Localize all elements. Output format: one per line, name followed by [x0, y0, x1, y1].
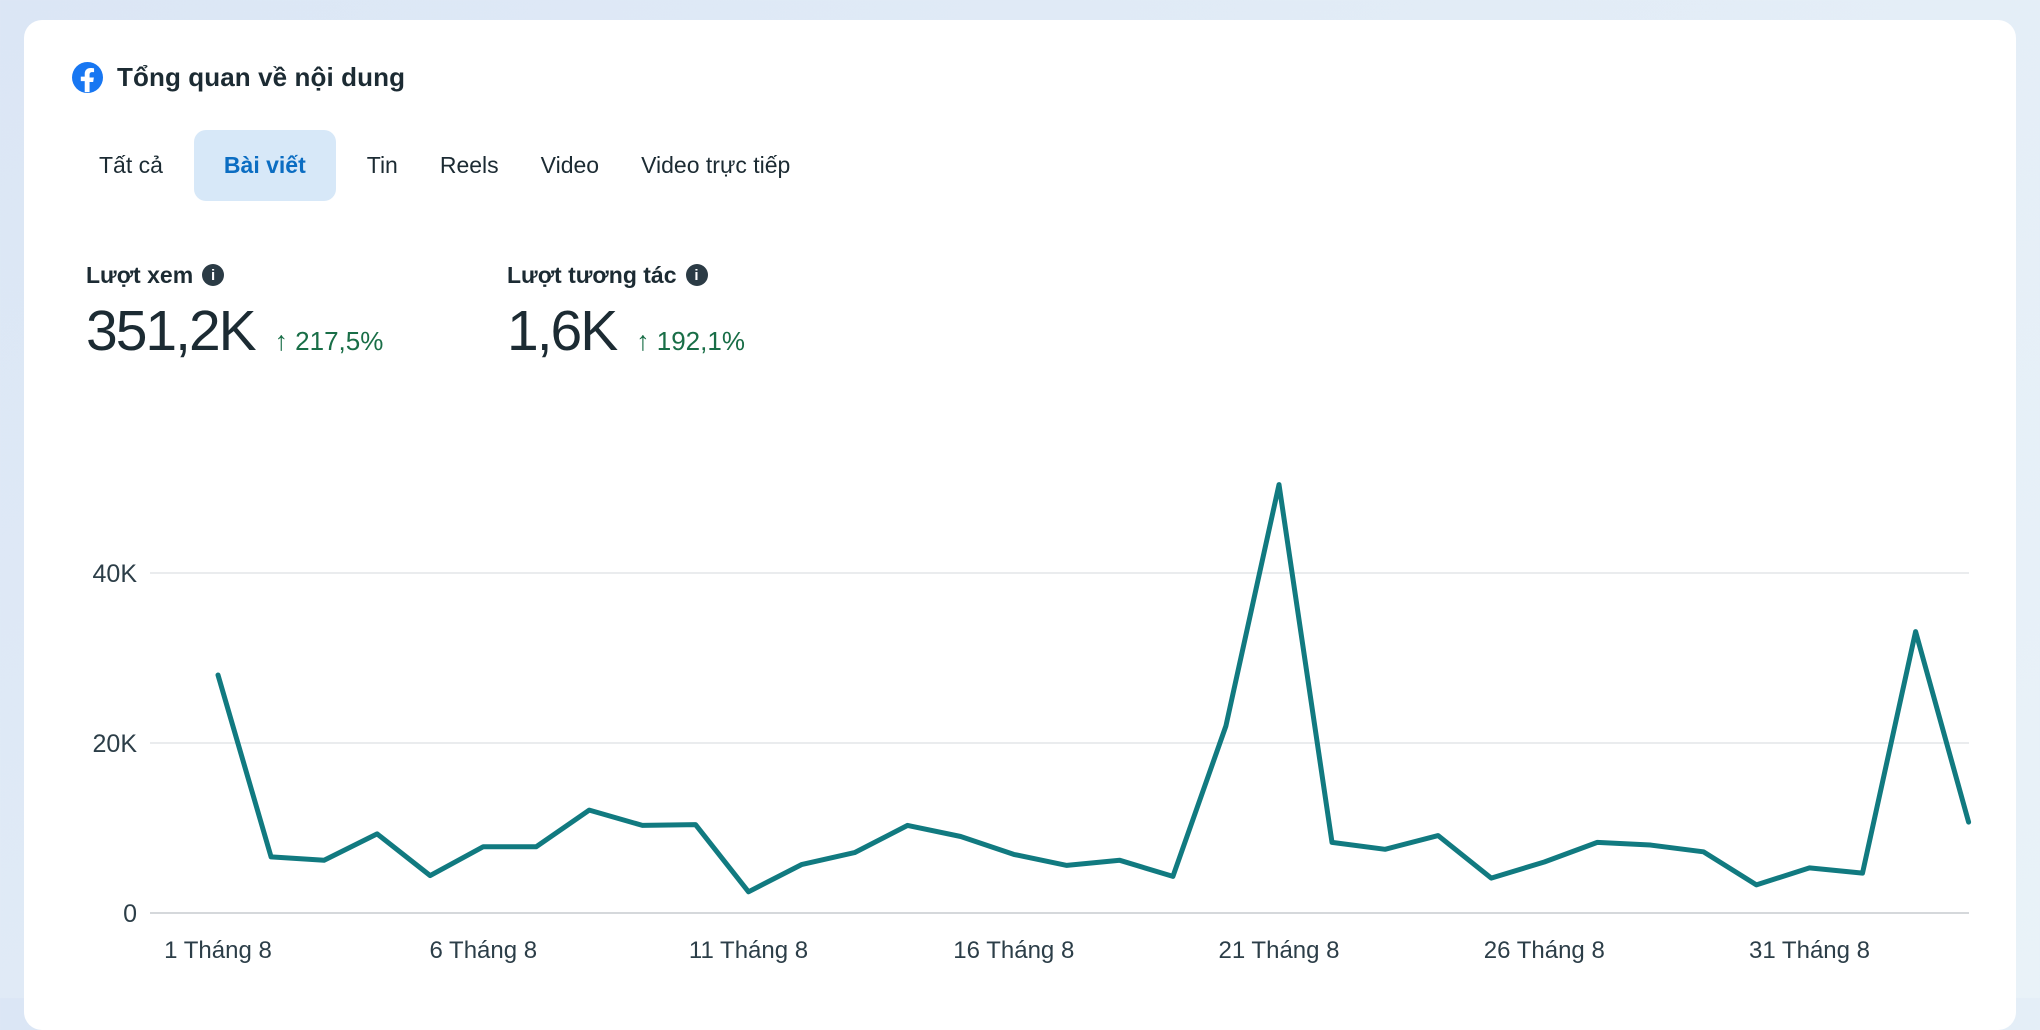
up-arrow-icon: ↑	[636, 326, 650, 356]
chart-y-tick-label: 40K	[93, 560, 138, 588]
chart-line	[215, 482, 1972, 895]
chart-x-tick-label: 1 Tháng 8	[164, 937, 272, 964]
chart-x-tick-label: 11 Tháng 8	[689, 937, 808, 964]
info-icon[interactable]: i	[685, 264, 708, 286]
metric-interactions: Lượt tương tác i 1,6K ↑ 192,1%	[507, 260, 928, 364]
page-title: Tổng quan về nội dung	[117, 62, 406, 92]
chart-x-tick-label: 16 Tháng 8	[953, 937, 1074, 964]
metric-views: Lượt xem i 351,2K ↑ 217,5%	[86, 260, 507, 364]
facebook-icon	[72, 62, 103, 93]
chart-y-tick-label: 0	[123, 900, 137, 928]
content-overview-card: Tổng quan về nội dung Tất cả Bài viết Ti…	[24, 20, 2016, 1030]
metric-views-delta: ↑ 217,5%	[275, 326, 384, 357]
metric-interactions-value: 1,6K	[507, 299, 618, 363]
page-background: { "page": { "background_top": "#dbe6f5",…	[0, 0, 2040, 998]
info-icon-glyph: i	[694, 266, 699, 284]
chart-x-tick-label: 31 Tháng 8	[1749, 937, 1870, 964]
metric-interactions-label-row: Lượt tương tác i	[507, 260, 928, 290]
metric-views-label-row: Lượt xem i	[86, 260, 507, 290]
chart-x-tick-label: 6 Tháng 8	[429, 937, 537, 964]
metrics-row: Lượt xem i 351,2K ↑ 217,5% Lượt tương tá…	[86, 260, 928, 364]
metric-interactions-delta-percent: 192,1%	[656, 326, 745, 356]
tabs-bar: Tất cả Bài viết Tin Reels Video Video tr…	[78, 130, 811, 201]
metric-interactions-label: Lượt tương tác	[507, 261, 677, 288]
chart-y-tick-label: 20K	[93, 730, 138, 758]
metric-views-value: 351,2K	[86, 299, 257, 363]
metric-interactions-delta: ↑ 192,1%	[636, 326, 745, 357]
header: Tổng quan về nội dung	[72, 62, 405, 93]
views-line-chart[interactable]: 0 20K 40K 1 Tháng 8 6 Tháng 8 11 Tháng 8 16 Th…	[24, 450, 2016, 1010]
metric-views-value-row: 351,2K ↑ 217,5%	[86, 298, 507, 364]
metric-views-delta-percent: 217,5%	[295, 326, 384, 356]
tab-stories[interactable]: Tin	[346, 130, 419, 201]
chart-x-tick-label: 26 Tháng 8	[1484, 937, 1605, 964]
tab-all[interactable]: Tất cả	[78, 130, 184, 201]
info-icon[interactable]: i	[202, 264, 225, 286]
info-icon-glyph: i	[211, 266, 216, 284]
tab-posts[interactable]: Bài viết	[193, 130, 336, 201]
metric-interactions-value-row: 1,6K ↑ 192,1%	[507, 298, 928, 364]
tab-reels[interactable]: Reels	[419, 130, 520, 201]
chart-x-tick-label: 21 Tháng 8	[1219, 937, 1340, 964]
tab-live-video[interactable]: Video trực tiếp	[620, 130, 811, 201]
metric-views-label: Lượt xem	[86, 261, 194, 288]
up-arrow-icon: ↑	[274, 326, 289, 356]
tab-video[interactable]: Video	[520, 130, 620, 201]
